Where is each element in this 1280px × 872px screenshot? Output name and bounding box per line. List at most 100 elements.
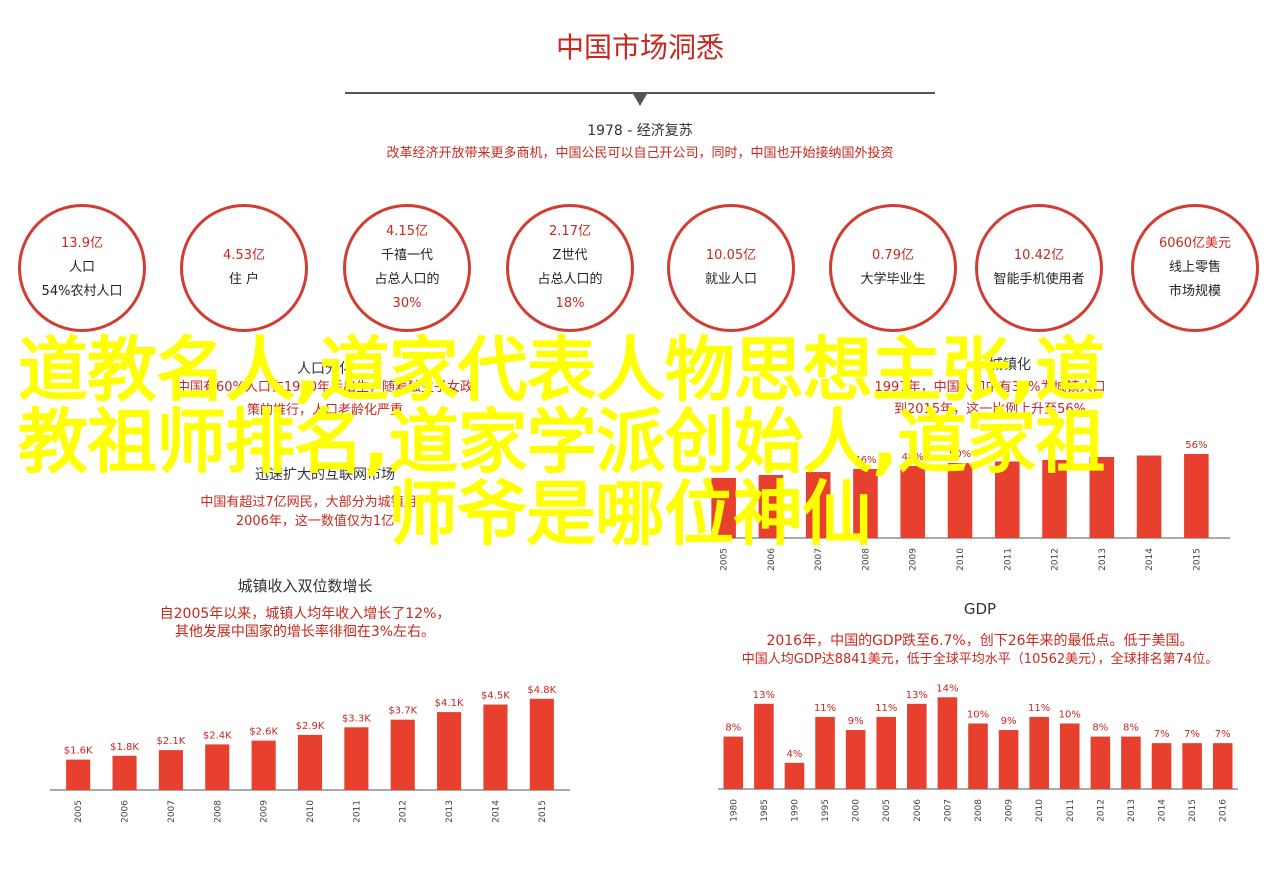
tick-label: 2006: [767, 548, 777, 571]
bar: [1089, 457, 1115, 538]
tick-label: 2014: [1158, 799, 1168, 822]
bar: [251, 740, 276, 790]
stat-circle: 0.79亿 大学毕业生: [829, 204, 957, 332]
tick-label: 2008: [213, 800, 223, 823]
data-label: $4.1K: [435, 698, 464, 709]
population-text-2: 策的推行，人口老龄化严重: [246, 403, 403, 418]
stat-circle: 13.9亿 人口 54%农村人口: [18, 204, 146, 332]
bar: [937, 697, 958, 789]
bar: [815, 716, 835, 789]
tick-label: 2005: [74, 800, 84, 823]
tick-label: 2013: [1098, 548, 1108, 571]
stat-circle: 4.15亿千禧一代占总人口的 30%: [343, 204, 471, 332]
internet-heading: 迅速扩大的互联网市场: [255, 467, 395, 483]
income-heading: 城镇收入双位数增长: [237, 577, 373, 595]
tick-label: 2009: [260, 800, 270, 823]
stat-value: 0.79亿: [872, 248, 914, 263]
bar: [1029, 716, 1049, 789]
tick-label: 2012: [1096, 799, 1106, 822]
population-text-1: 中国有60%人口在1980年后出生，随着独生子女政: [177, 380, 473, 395]
internet-text-1: 中国有超过7亿网民，大部分为城镇用户: [200, 495, 430, 510]
bar: [112, 755, 137, 790]
stat-value: 6060亿美元: [1158, 236, 1232, 251]
stat-value: 10.42亿: [1013, 248, 1065, 263]
intro-heading: 1978 - 经济复苏: [587, 123, 693, 139]
bar: [1151, 743, 1172, 789]
bar: [907, 703, 927, 789]
stat-label: 住 户: [228, 272, 260, 287]
bar: [754, 703, 774, 789]
data-label: 13%: [906, 690, 928, 701]
tick-label: 2007: [167, 800, 177, 823]
tick-label: 1990: [790, 799, 800, 822]
stat-circle: 2.17亿 Z世代 占总人口的 18%: [506, 204, 634, 332]
gdp-heading: GDP: [963, 600, 997, 618]
bar: [900, 466, 926, 538]
gdp-text-1: 2016年，中国的GDP跌至6.7%，创下26年来的最低点。低于美国。: [766, 633, 1194, 649]
stat-label: 千禧一代: [380, 248, 433, 263]
tick-label: 2014: [491, 800, 501, 823]
bar: [437, 712, 462, 790]
bar: [158, 750, 183, 790]
bar: [784, 762, 805, 789]
tick-label: 2005: [720, 548, 730, 571]
bar: [711, 478, 736, 538]
stat-circle: 4.53亿住 户: [180, 204, 308, 332]
tick-label: 2010: [956, 548, 966, 571]
bar: [483, 704, 508, 790]
tick-label: 2010: [306, 800, 316, 823]
stat-value: 4.15亿: [386, 224, 428, 239]
stat-label: 线上零售: [1168, 260, 1221, 275]
data-label: 7%: [1154, 729, 1170, 740]
data-label: $4.8K: [527, 685, 556, 696]
stat-label: 智能手机使用者: [993, 272, 1085, 287]
tick-label: 1980: [729, 799, 739, 822]
tick-label: 2008: [861, 548, 871, 571]
bar: [876, 716, 897, 789]
tick-label: 2011: [1003, 548, 1013, 571]
bar: [66, 759, 91, 790]
data-label: 8%: [1123, 723, 1139, 734]
tick-label: 2009: [1005, 799, 1015, 822]
data-label: $1.8K: [110, 742, 139, 753]
stat-value: 10.05亿: [705, 248, 757, 263]
tick-label: 2013: [445, 800, 455, 823]
stat-label: 占总人口的: [537, 272, 603, 287]
bar: [853, 469, 878, 538]
data-label: 48%: [902, 452, 924, 463]
data-label: 13%: [753, 690, 775, 701]
bar: [998, 730, 1019, 789]
tick-label: 1985: [760, 799, 770, 822]
stat-label: 30%: [392, 296, 422, 311]
overlay-line-1: 道教名人,道家代表人物思想主张,道: [18, 329, 1105, 411]
overlay-title: 道教名人,道家代表人物思想主张,道 教祖师排名,道家学派创始人,道家祖 师爷是哪…: [18, 334, 1188, 550]
stat-label: 占总人口的: [374, 272, 440, 287]
bar: [390, 719, 415, 790]
data-label: 9%: [1001, 716, 1017, 727]
tick-label: 2008: [974, 799, 984, 822]
tick-label: 2012: [399, 800, 409, 823]
tick-label: 2011: [1066, 799, 1076, 822]
stat-label: Z世代: [552, 248, 588, 263]
stat-circle: 10.42亿智能手机使用者: [975, 204, 1103, 332]
tick-label: 2014: [1145, 548, 1155, 571]
bar: [947, 463, 973, 538]
bar: [1184, 454, 1209, 538]
title-divider: [345, 92, 935, 94]
stat-value: 13.9亿: [61, 236, 103, 251]
data-label: 9%: [848, 716, 864, 727]
tick-label: 2007: [943, 799, 953, 822]
tick-label: 2006: [913, 799, 923, 822]
data-label: 7%: [1184, 729, 1200, 740]
data-label: $2.1K: [156, 736, 185, 747]
urbanization-text-1: 1997年，中国人口中有30%为城镇人口: [874, 380, 1106, 395]
data-label: 11%: [875, 703, 897, 714]
data-label: 14%: [936, 683, 958, 694]
overlay-line-2: 教祖师排名,道家学派创始人,道家祖: [18, 401, 1105, 483]
urbanization-text-2: 到2015年，这一比例上升至56%: [894, 402, 1086, 417]
tick-label: 2015: [1192, 548, 1202, 571]
tick-label: 2016: [1219, 799, 1229, 822]
tick-label: 2009: [909, 548, 919, 571]
overlay-line-3: 师爷是哪位神仙: [388, 473, 872, 555]
data-label: $3.3K: [342, 713, 371, 724]
